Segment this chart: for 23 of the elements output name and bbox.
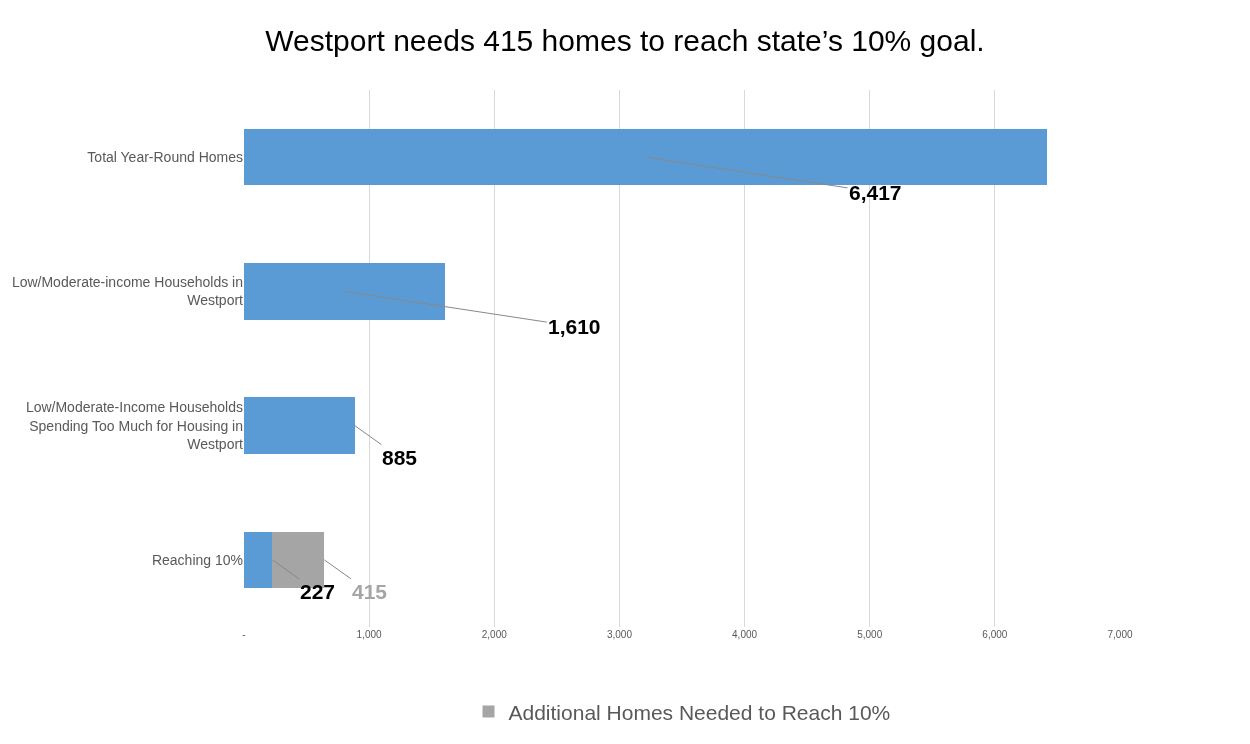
x-tick-label: 3,000 [606,629,633,640]
y-tick-label: Total Year-Round Homes [87,149,243,166]
bar [244,531,273,589]
x-tick-label: 4,000 [732,629,758,640]
data-label: 1,610 [548,315,601,338]
bar [244,263,446,320]
y-tick-label: Low/Moderate-income Households in Westport [11,274,244,309]
legend-label: Additional Homes Needed to Reach 10% [508,700,891,724]
data-label: 6,417 [849,181,902,204]
data-label: 415 [352,580,388,603]
y-tick-label: Reaching 10% [151,551,243,568]
x-tick-label: 6,000 [982,629,1008,640]
data-label: 227 [300,580,336,603]
chart-title: Westport needs 415 homes to reach state’s 10% goal. [265,23,985,57]
x-tick-label: 1,000 [356,629,383,640]
x-tick-label: - [242,629,246,640]
x-tick-label: 7,000 [1107,629,1133,640]
x-tick-label: 5,000 [857,629,883,640]
y-tick-label: Low/Moderate-Income Households Spending Too Much for Housing in Westport [25,399,244,452]
bar [244,128,1048,186]
bar [244,397,355,454]
x-tick-label: 2,000 [481,629,508,640]
data-label: 885 [382,446,418,469]
